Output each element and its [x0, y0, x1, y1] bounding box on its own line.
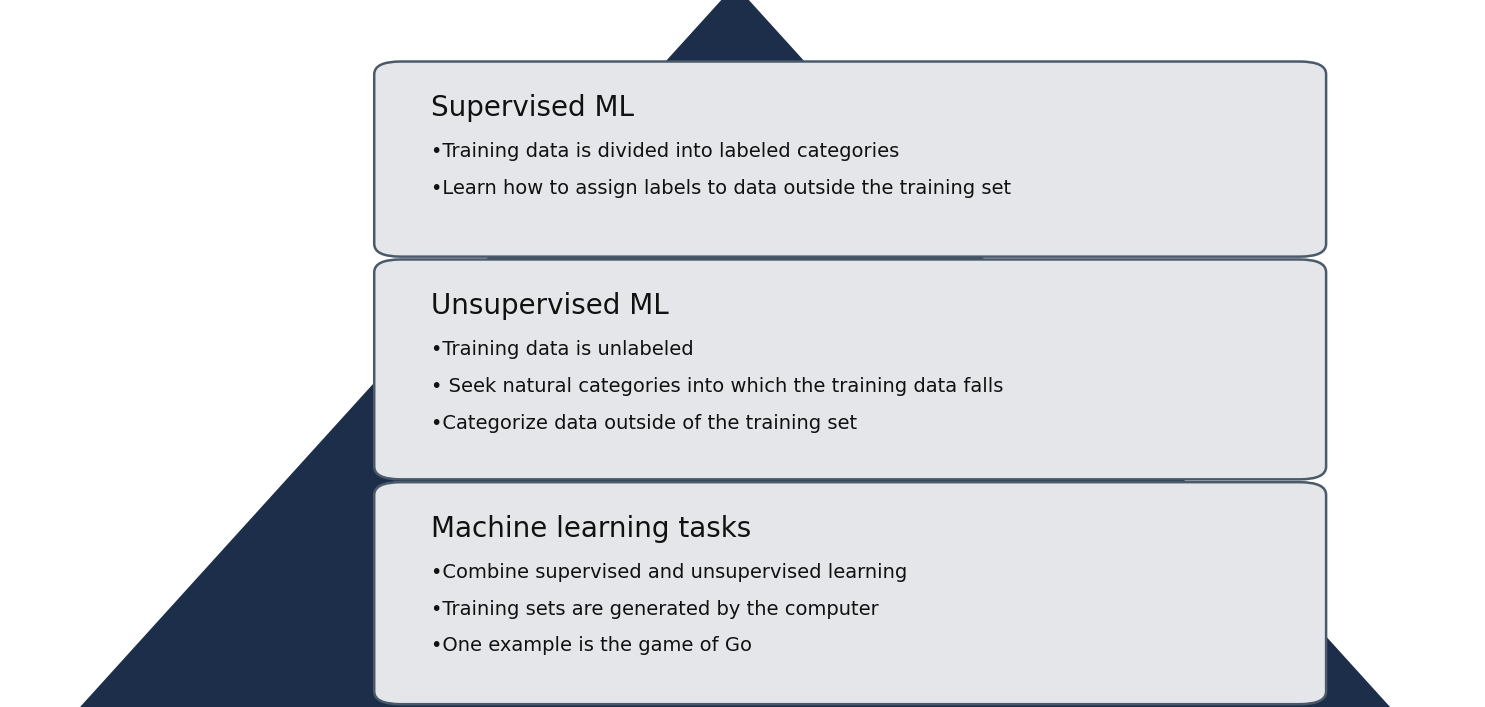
Text: •Training data is unlabeled: •Training data is unlabeled	[431, 340, 693, 359]
Text: •Combine supervised and unsupervised learning: •Combine supervised and unsupervised lea…	[431, 563, 907, 582]
FancyBboxPatch shape	[374, 482, 1326, 704]
Text: •Training data is divided into labeled categories: •Training data is divided into labeled c…	[431, 142, 898, 161]
Text: •Categorize data outside of the training set: •Categorize data outside of the training…	[431, 414, 857, 433]
Text: • Seek natural categories into which the training data falls: • Seek natural categories into which the…	[431, 377, 1002, 396]
Text: •Training sets are generated by the computer: •Training sets are generated by the comp…	[431, 600, 879, 619]
Text: Machine learning tasks: Machine learning tasks	[431, 515, 751, 543]
Polygon shape	[30, 0, 1440, 707]
FancyBboxPatch shape	[374, 259, 1326, 479]
Text: •One example is the game of Go: •One example is the game of Go	[431, 636, 751, 655]
Text: •Learn how to assign labels to data outside the training set: •Learn how to assign labels to data outs…	[431, 179, 1011, 198]
FancyBboxPatch shape	[374, 62, 1326, 257]
Text: Unsupervised ML: Unsupervised ML	[431, 292, 668, 320]
Text: Supervised ML: Supervised ML	[431, 94, 634, 122]
